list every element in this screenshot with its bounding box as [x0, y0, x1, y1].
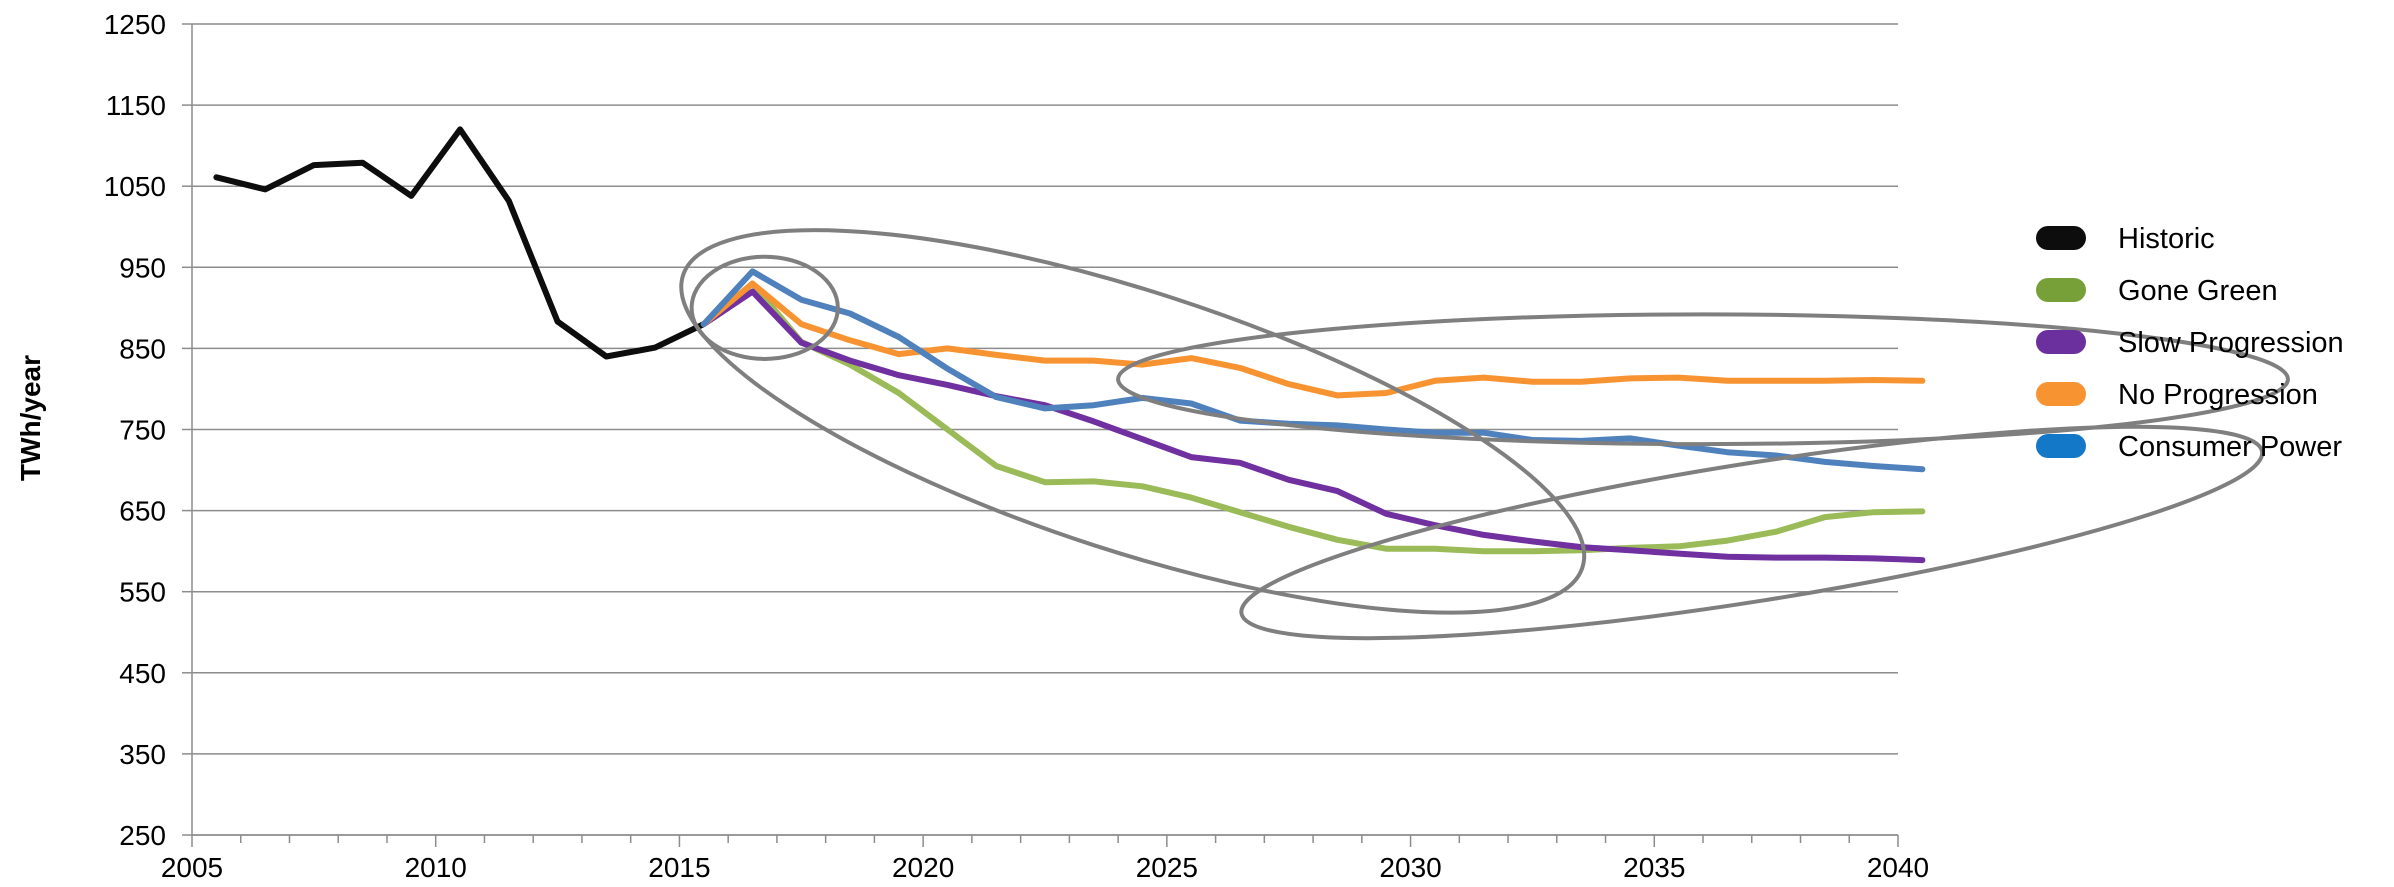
annotation-ellipse-3	[1116, 312, 2290, 447]
legend-label: No Progression	[2118, 379, 2318, 411]
series-line-historic	[213, 126, 707, 360]
x-tick-label: 2005	[161, 852, 223, 883]
x-tick-label: 2015	[648, 852, 710, 883]
y-tick-label: 250	[119, 820, 166, 851]
y-tick-label: 1050	[104, 171, 166, 202]
y-tick-label: 1150	[106, 90, 166, 121]
legend-swatch-no-progression	[2036, 382, 2086, 406]
series-line-consumer-power	[700, 268, 1926, 473]
x-tick-label: 2040	[1867, 852, 1929, 883]
series-line-no-progression	[700, 280, 1926, 399]
x-tick-label: 2030	[1379, 852, 1441, 883]
annotation-ellipse-1	[689, 254, 840, 361]
y-tick-label: 950	[119, 252, 166, 283]
legend-swatch-consumer-power	[2036, 434, 2086, 458]
legend-label: Historic	[2118, 223, 2215, 255]
series-line-gone-green	[700, 280, 1926, 555]
legend-label: Gone Green	[2118, 275, 2278, 307]
x-tick-label: 2035	[1623, 852, 1685, 883]
gridlines	[192, 23, 1898, 836]
legend: Historic Gone Green Slow Progression No Pro…	[2036, 223, 2344, 463]
y-tick-label: 550	[119, 577, 166, 608]
series-lines	[213, 126, 1926, 564]
y-tick-label: 350	[119, 739, 166, 770]
x-tick-label: 2010	[405, 852, 467, 883]
legend-label: Consumer Power	[2118, 431, 2342, 463]
legend-swatch-historic	[2036, 226, 2086, 250]
y-tick-label: 1250	[104, 9, 166, 40]
x-tick-label: 2020	[892, 852, 954, 883]
y-axis-title: TWh/year	[15, 355, 46, 481]
y-tick-label: 650	[119, 496, 166, 527]
y-tick-label: 450	[119, 658, 166, 689]
annotation-ellipse-2	[679, 228, 1587, 615]
legend-label: Slow Progression	[2118, 327, 2344, 359]
y-tick-label: 750	[119, 415, 166, 446]
axes: 250 350 450 550 650 750 850 950 1050 1150 1250 2005…	[104, 9, 1929, 883]
y-tick-label: 850	[119, 333, 166, 364]
annotation-ellipse-4	[1239, 424, 2265, 641]
series-line-slow-progression	[700, 288, 1926, 564]
x-tick-label: 2025	[1136, 852, 1198, 883]
legend-swatch-slow-progression	[2036, 330, 2086, 354]
annotation-ellipses	[679, 228, 2290, 641]
legend-swatch-gone-green	[2036, 278, 2086, 302]
